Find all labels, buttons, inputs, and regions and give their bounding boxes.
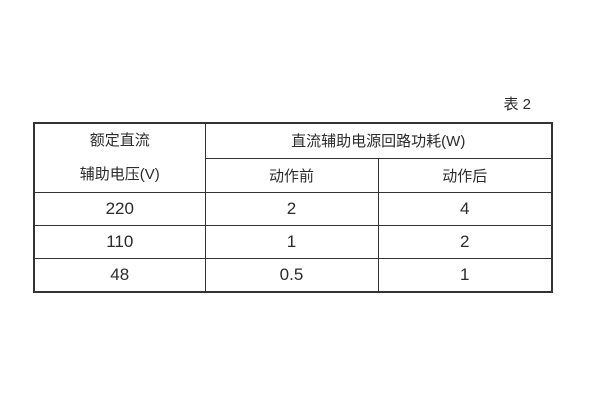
- header-voltage-line1: 额定直流: [89, 132, 150, 149]
- header-row-group: 额定直流 辅助电压(V) 直流辅助电源回路功耗(W): [33, 122, 553, 193]
- header-voltage-cell: 额定直流 辅助电压(V): [33, 122, 206, 193]
- header-after-cell: 动作后: [377, 157, 553, 193]
- header-voltage-line2: 辅助电压(V): [79, 166, 160, 183]
- after-value: 2: [377, 225, 553, 259]
- after-value: 4: [377, 192, 553, 226]
- voltage-value: 110: [33, 225, 206, 259]
- table-caption: 表 2: [503, 96, 531, 113]
- before-value: 2: [204, 192, 379, 226]
- header-row-sub: 动作前 动作后: [34, 157, 553, 193]
- table-row-110: 110 1 2: [33, 225, 553, 259]
- header-power-group-cell: 直流辅助电源回路功耗(W): [204, 122, 553, 159]
- before-value: 0.5: [204, 258, 379, 293]
- before-value: 1: [204, 225, 379, 259]
- voltage-value: 48: [33, 258, 206, 293]
- table-row-220: 220 2 4: [33, 192, 553, 226]
- table-row-48: 48 0.5 1: [33, 258, 553, 293]
- power-consumption-table: 额定直流 辅助电压(V) 直流辅助电源回路功耗(W) 动作前 动作后 220 2…: [33, 122, 553, 293]
- voltage-value: 220: [33, 192, 206, 226]
- header-before-cell: 动作前: [204, 157, 379, 193]
- after-value: 1: [377, 258, 553, 293]
